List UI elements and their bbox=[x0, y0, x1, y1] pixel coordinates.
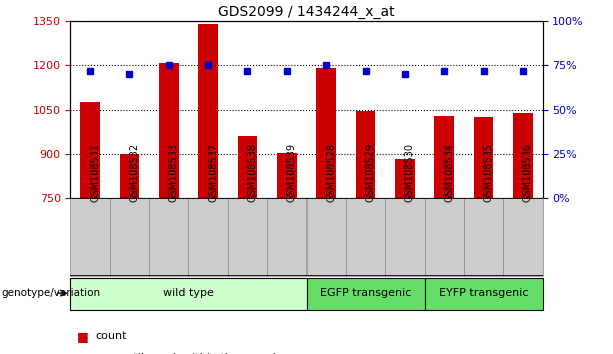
Text: count: count bbox=[95, 331, 126, 341]
Bar bbox=[424, 278, 543, 310]
Text: GSM108537: GSM108537 bbox=[208, 143, 218, 202]
Bar bbox=[435, 116, 454, 198]
Bar bbox=[346, 198, 385, 276]
Bar bbox=[80, 102, 100, 198]
Bar bbox=[189, 198, 228, 276]
Bar bbox=[474, 117, 493, 198]
Bar bbox=[199, 24, 218, 198]
Bar bbox=[228, 198, 267, 276]
Bar bbox=[316, 68, 336, 198]
Bar bbox=[464, 198, 503, 276]
Bar bbox=[385, 198, 424, 276]
Text: GSM108532: GSM108532 bbox=[129, 143, 140, 202]
Bar bbox=[110, 198, 149, 276]
Bar bbox=[149, 198, 189, 276]
Text: GSM108533: GSM108533 bbox=[169, 143, 179, 202]
Text: percentile rank within the sample: percentile rank within the sample bbox=[95, 353, 283, 354]
Bar bbox=[70, 198, 110, 276]
Text: EYFP transgenic: EYFP transgenic bbox=[439, 288, 528, 298]
Text: GSM108535: GSM108535 bbox=[484, 143, 493, 202]
Bar bbox=[120, 154, 139, 198]
Text: GSM108538: GSM108538 bbox=[248, 143, 257, 202]
Text: GSM108539: GSM108539 bbox=[287, 143, 297, 202]
Bar bbox=[238, 136, 257, 198]
Text: GSM108528: GSM108528 bbox=[326, 143, 336, 202]
Bar bbox=[356, 111, 375, 198]
Text: ■: ■ bbox=[77, 351, 88, 354]
Bar bbox=[70, 278, 306, 310]
Bar bbox=[277, 153, 297, 198]
Text: GSM108536: GSM108536 bbox=[523, 143, 533, 202]
Text: GSM108530: GSM108530 bbox=[405, 143, 415, 202]
Bar bbox=[395, 159, 414, 198]
Text: GSM108534: GSM108534 bbox=[444, 143, 454, 202]
Bar bbox=[513, 113, 533, 198]
Bar bbox=[306, 278, 424, 310]
Bar bbox=[267, 198, 306, 276]
Text: GSM108531: GSM108531 bbox=[90, 143, 100, 202]
Text: ■: ■ bbox=[77, 330, 88, 343]
Bar bbox=[503, 198, 543, 276]
Title: GDS2099 / 1434244_x_at: GDS2099 / 1434244_x_at bbox=[218, 5, 395, 19]
Bar bbox=[159, 63, 178, 198]
Text: EGFP transgenic: EGFP transgenic bbox=[320, 288, 411, 298]
Text: wild type: wild type bbox=[163, 288, 214, 298]
Bar bbox=[306, 198, 346, 276]
Bar bbox=[424, 198, 464, 276]
Text: GSM108529: GSM108529 bbox=[365, 143, 376, 202]
Text: genotype/variation: genotype/variation bbox=[1, 288, 101, 298]
